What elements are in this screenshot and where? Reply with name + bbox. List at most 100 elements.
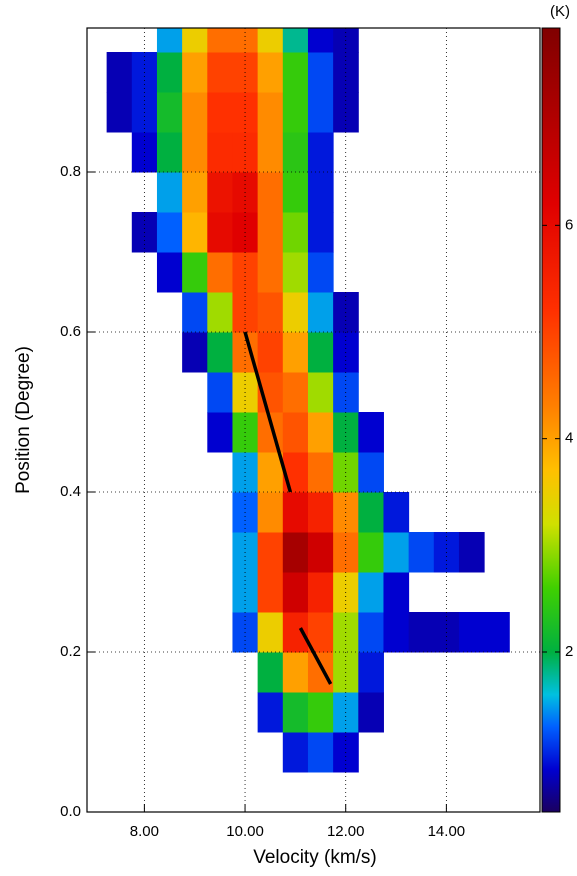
cell: [182, 52, 208, 93]
cell: [257, 132, 284, 173]
cell: [156, 132, 183, 173]
gradient-line: [243, 331, 293, 493]
cell: [207, 412, 233, 453]
cell: [156, 28, 183, 53]
cell: [282, 492, 309, 533]
cell: [307, 612, 334, 653]
cell: [156, 92, 183, 133]
cell: [282, 212, 309, 253]
cell: [383, 612, 410, 653]
x-tick-label: 12.00: [327, 823, 365, 840]
cell: [257, 492, 284, 533]
cell: [257, 572, 284, 613]
cell: [257, 52, 284, 93]
cell: [282, 92, 309, 133]
cell: [307, 292, 334, 333]
cell: [257, 452, 284, 493]
cell: [408, 612, 435, 653]
cell: [182, 172, 208, 213]
cell: [182, 132, 208, 173]
cell: [307, 732, 334, 773]
cell: [257, 92, 284, 133]
cell: [282, 652, 309, 693]
cell: [207, 332, 233, 373]
cell: [282, 692, 309, 733]
cell: [307, 492, 334, 533]
colorbar-tick-label: 2: [565, 643, 573, 660]
cell: [207, 372, 233, 413]
cell: [282, 372, 309, 413]
heatmap: [106, 28, 510, 773]
cell: [358, 492, 384, 533]
cell: [282, 292, 309, 333]
cell: [282, 412, 309, 453]
cell: [307, 252, 334, 293]
cell: [307, 652, 334, 693]
cell: [257, 28, 284, 53]
cell: [307, 572, 334, 613]
x-tick-label: 8.00: [130, 823, 159, 840]
cell: [282, 28, 309, 53]
cell: [257, 652, 284, 693]
cell: [257, 532, 284, 573]
x-tick-label: 10.00: [226, 823, 264, 840]
overlay: [87, 28, 540, 813]
cell: [358, 452, 384, 493]
y-tick-label: 0.2: [60, 643, 81, 660]
cell: [458, 532, 485, 573]
cell: [282, 52, 309, 93]
cell: [257, 252, 284, 293]
cell: [282, 732, 309, 773]
cell: [207, 28, 233, 53]
cell: [282, 532, 309, 573]
cell: [182, 252, 208, 293]
cell: [307, 372, 334, 413]
cell: [282, 172, 309, 213]
cell: [282, 332, 309, 373]
cell: [307, 452, 334, 493]
colorbar: [541, 27, 561, 813]
cell: [182, 28, 208, 53]
cell: [484, 612, 510, 653]
cell: [106, 52, 133, 93]
cell: [182, 212, 208, 253]
cell: [307, 92, 334, 133]
gradient-line: [298, 627, 333, 685]
cell: [257, 332, 284, 373]
colorbar-label: (K): [550, 3, 570, 20]
cell: [282, 252, 309, 293]
y-axis-title: Position (Degree): [13, 346, 34, 494]
plot-frame: [86, 27, 541, 813]
cell: [383, 572, 410, 613]
cell: [207, 132, 233, 173]
cell: [358, 572, 384, 613]
cell: [257, 612, 284, 653]
cell: [358, 692, 384, 733]
cell: [182, 332, 208, 373]
cell: [207, 212, 233, 253]
cell: [358, 412, 384, 453]
cell: [358, 612, 384, 653]
cell: [408, 532, 435, 573]
cell: [282, 132, 309, 173]
colorbar-tick-label: 6: [565, 216, 573, 233]
cell: [307, 692, 334, 733]
cell: [383, 532, 410, 573]
cell: [182, 292, 208, 333]
cell: [207, 172, 233, 213]
cell: [383, 492, 410, 533]
y-tick-label: 0.8: [60, 163, 81, 180]
y-tick-label: 0.0: [60, 803, 81, 820]
cell: [307, 212, 334, 253]
cell: [182, 92, 208, 133]
cell: [257, 692, 284, 733]
y-tick-label: 0.6: [60, 323, 81, 340]
cell: [282, 572, 309, 613]
cell: [156, 212, 183, 253]
colorbar-tick-label: 4: [565, 430, 573, 447]
cell: [307, 28, 334, 53]
cell: [307, 532, 334, 573]
cell: [106, 92, 133, 133]
cell: [257, 292, 284, 333]
